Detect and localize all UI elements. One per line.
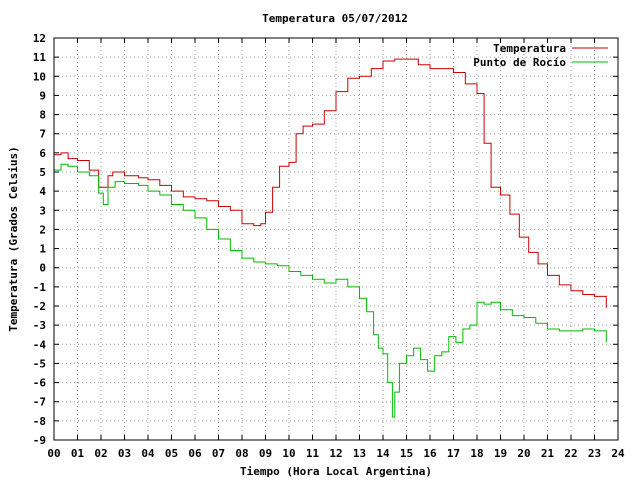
x-tick-label: 13: [353, 447, 366, 460]
y-tick-label: 7: [39, 128, 46, 141]
plot-frame: [53, 37, 619, 441]
y-tick-label: 6: [39, 147, 46, 160]
x-tick-label: 12: [329, 447, 342, 460]
y-tick-label: 0: [39, 262, 46, 275]
y-tick-label: 10: [33, 70, 46, 83]
x-tick-label: 11: [306, 447, 320, 460]
y-tick-label: 3: [39, 204, 46, 217]
x-axis-title: Tiempo (Hora Local Argentina): [240, 465, 432, 478]
x-tick-label: 01: [71, 447, 85, 460]
chart-title: Temperatura 05/07/2012: [262, 12, 408, 25]
series-layer: [54, 58, 607, 418]
x-tick-label: 08: [235, 447, 248, 460]
x-tick-label: 19: [494, 447, 507, 460]
y-tick-label: -8: [33, 415, 46, 428]
y-tick-label: 8: [39, 109, 46, 122]
x-tick-label: 07: [212, 447, 225, 460]
x-tick-label: 00: [47, 447, 60, 460]
axis-ticks: 00 01 02 03 04 05 06 07 08 09 10 11 12 13 14 15 16 17 18 19…: [33, 32, 625, 460]
x-tick-label: 09: [259, 447, 272, 460]
y-tick-label: 9: [39, 89, 46, 102]
y-tick-label: -6: [33, 377, 47, 390]
x-tick-label: 18: [470, 447, 483, 460]
series-line-punto-de-rocio: [54, 163, 607, 418]
y-tick-label: -1: [33, 281, 47, 294]
x-tick-label: 14: [376, 447, 390, 460]
x-tick-label: 10: [282, 447, 295, 460]
x-tick-label: 03: [118, 447, 131, 460]
x-tick-label: 23: [588, 447, 601, 460]
y-axis-title: Temperatura (Grados Celsius): [7, 146, 20, 331]
x-tick-label: 24: [611, 447, 625, 460]
legend-label-temperatura: Temperatura: [493, 42, 566, 55]
y-tick-label: 1: [39, 243, 46, 256]
x-tick-label: 06: [188, 447, 202, 460]
y-tick-label: 5: [39, 166, 46, 179]
x-tick-label: 05: [165, 447, 178, 460]
y-tick-label: -9: [33, 434, 46, 447]
x-tick-label: 17: [447, 447, 460, 460]
x-tick-label: 04: [141, 447, 155, 460]
legend-label-punto-de-rocio: Punto de Rocío: [473, 56, 566, 69]
x-tick-label: 02: [94, 447, 107, 460]
x-tick-label: 16: [423, 447, 437, 460]
y-tick-label: -7: [33, 396, 46, 409]
y-tick-label: -3: [33, 319, 46, 332]
x-tick-label: 15: [400, 447, 413, 460]
x-tick-label: 20: [517, 447, 530, 460]
y-tick-label: -5: [33, 357, 46, 370]
y-tick-label: 11: [33, 51, 47, 64]
y-tick-label: -4: [33, 338, 47, 351]
y-tick-label: 4: [39, 185, 46, 198]
y-tick-label: 12: [33, 32, 46, 45]
x-tick-label: 21: [541, 447, 555, 460]
legend: Temperatura Punto de Rocío: [473, 42, 608, 69]
x-tick-label: 22: [564, 447, 577, 460]
y-tick-label: -2: [33, 300, 46, 313]
series-line-temperatura: [54, 58, 607, 308]
y-tick-label: 2: [39, 223, 46, 236]
